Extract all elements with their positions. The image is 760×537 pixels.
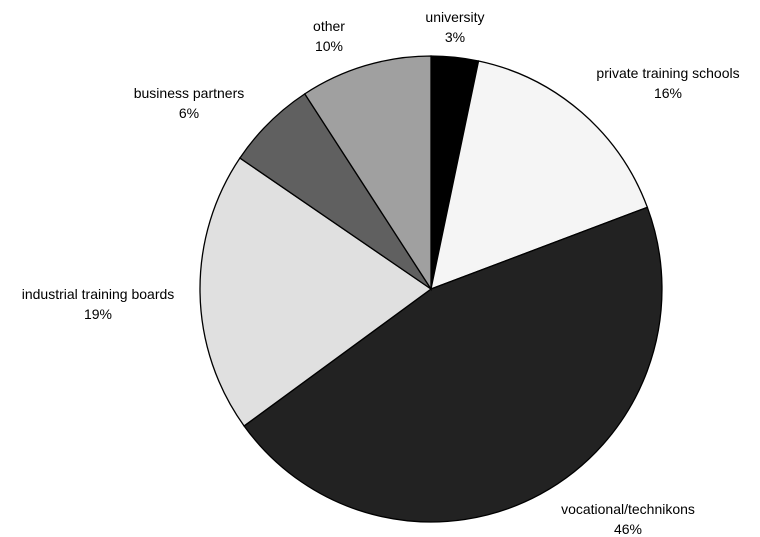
slice-percent-label: 10%: [315, 38, 343, 54]
pie-labels: university 3% private training schools 16% v…: [22, 9, 740, 537]
slice-percent-label: 3%: [445, 29, 465, 45]
slice-label: university: [425, 9, 484, 25]
pie-slice-private-training-schools: [430, 60, 649, 291]
slice-percent-label: 46%: [614, 521, 642, 537]
pie-slices: [199, 55, 663, 523]
slice-label: other: [313, 18, 345, 34]
slice-label: vocational/technikons: [561, 501, 695, 517]
slice-label: business partners: [134, 85, 245, 101]
slice-percent-label: 16%: [654, 85, 682, 101]
slice-percent-label: 19%: [84, 306, 112, 322]
slice-percent-label: 6%: [179, 105, 199, 121]
pie-slice-industrial-training-boards: [199, 157, 433, 427]
pie-slice-vocational-technikons: [243, 206, 663, 523]
slice-label: industrial training boards: [22, 286, 175, 302]
pie-slice-other: [303, 55, 432, 292]
slice-label: private training schools: [596, 65, 739, 81]
